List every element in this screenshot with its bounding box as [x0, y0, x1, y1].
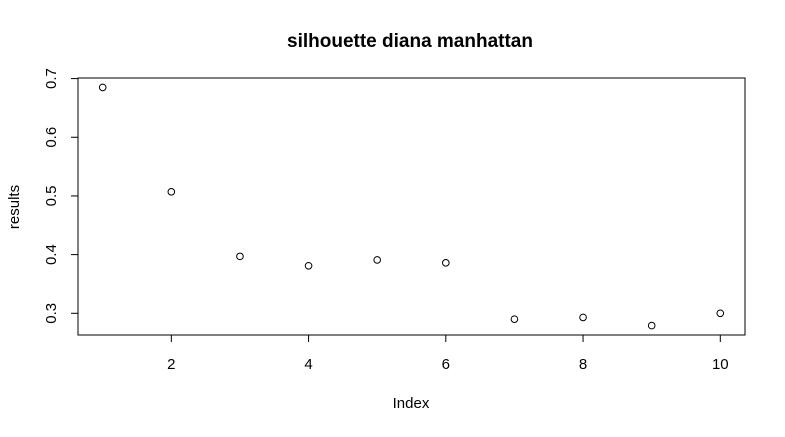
y-tick-label: 0.7 [43, 68, 60, 89]
x-tick-label: 8 [579, 356, 587, 373]
x-axis: 2 4 6 8 10 [167, 334, 729, 373]
y-tick-label: 0.4 [43, 244, 60, 265]
x-tick-label: 10 [712, 356, 729, 373]
x-axis-title: Index [393, 395, 430, 412]
x-tick-label: 6 [442, 356, 450, 373]
data-point [510, 315, 519, 323]
data-point [579, 313, 587, 322]
x-tick-label: 4 [304, 356, 312, 373]
data-point [716, 309, 725, 318]
chart-title: silhouette diana manhattan [287, 31, 533, 52]
y-tick-label: 0.5 [43, 186, 60, 207]
x-tick-label: 2 [167, 356, 175, 373]
data-point [167, 188, 176, 196]
y-tick-label: 0.3 [43, 303, 60, 324]
data-point [647, 321, 656, 330]
data-point [304, 261, 313, 270]
plot-frame [77, 77, 746, 336]
y-axis: 0.3 0.4 0.5 0.6 0.7 [43, 68, 79, 324]
y-axis-title: results [6, 185, 23, 229]
data-points [98, 83, 725, 330]
data-point [236, 252, 244, 261]
data-point [98, 83, 107, 92]
data-point [373, 256, 381, 264]
data-point [442, 259, 450, 267]
y-tick-label: 0.6 [43, 127, 60, 148]
